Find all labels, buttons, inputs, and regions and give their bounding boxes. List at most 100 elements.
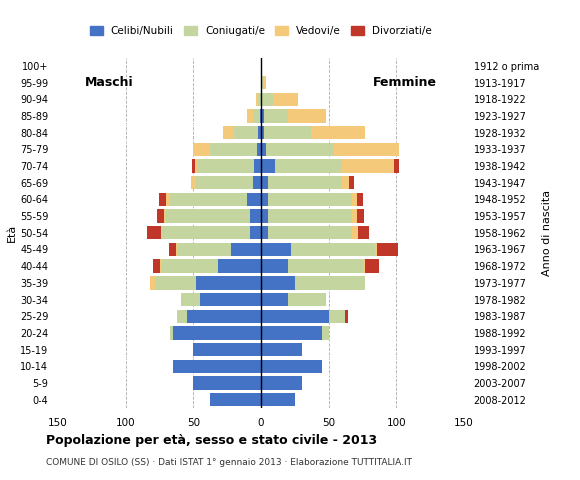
Bar bbox=[200, 293, 261, 306]
Bar bbox=[358, 226, 369, 240]
Bar bbox=[262, 93, 273, 106]
Bar bbox=[264, 109, 288, 123]
Bar bbox=[218, 260, 261, 273]
Bar bbox=[197, 159, 254, 173]
Bar bbox=[261, 76, 264, 89]
Bar bbox=[150, 276, 155, 289]
Bar bbox=[193, 343, 261, 356]
Legend: Celibi/Nubili, Coniugati/e, Vedovi/e, Divorziati/e: Celibi/Nubili, Coniugati/e, Vedovi/e, Di… bbox=[88, 24, 434, 38]
Bar bbox=[193, 143, 209, 156]
Bar bbox=[351, 209, 357, 223]
Text: Maschi: Maschi bbox=[85, 76, 134, 89]
Bar bbox=[256, 93, 258, 106]
Bar bbox=[264, 126, 311, 139]
Bar bbox=[169, 243, 176, 256]
Bar bbox=[295, 276, 365, 289]
Bar bbox=[288, 109, 326, 123]
Bar bbox=[196, 276, 261, 289]
Bar bbox=[248, 109, 253, 123]
Text: Femmine: Femmine bbox=[373, 76, 437, 89]
Bar bbox=[357, 209, 364, 223]
Bar bbox=[291, 243, 375, 256]
Bar bbox=[161, 260, 218, 273]
Bar bbox=[171, 326, 173, 339]
Bar bbox=[250, 226, 261, 240]
Bar bbox=[157, 209, 164, 223]
Bar bbox=[311, 126, 365, 139]
Bar bbox=[274, 159, 342, 173]
Bar bbox=[181, 293, 200, 306]
Bar bbox=[268, 209, 351, 223]
Bar bbox=[273, 93, 298, 106]
Bar bbox=[187, 310, 261, 323]
Bar bbox=[357, 193, 362, 206]
Bar bbox=[254, 159, 261, 173]
Bar bbox=[191, 176, 196, 190]
Bar bbox=[155, 276, 196, 289]
Bar bbox=[378, 243, 398, 256]
Y-axis label: Anno di nascita: Anno di nascita bbox=[542, 190, 552, 276]
Bar bbox=[261, 326, 322, 339]
Bar bbox=[250, 209, 261, 223]
Bar bbox=[329, 310, 345, 323]
Text: Popolazione per età, sesso e stato civile - 2013: Popolazione per età, sesso e stato civil… bbox=[46, 434, 378, 447]
Bar bbox=[164, 209, 166, 223]
Bar bbox=[261, 226, 268, 240]
Bar bbox=[261, 393, 295, 407]
Bar bbox=[209, 143, 257, 156]
Bar bbox=[322, 326, 329, 339]
Bar bbox=[161, 226, 162, 240]
Bar bbox=[288, 293, 326, 306]
Bar bbox=[261, 276, 295, 289]
Bar bbox=[261, 126, 264, 139]
Bar bbox=[261, 310, 329, 323]
Bar bbox=[196, 176, 253, 190]
Bar bbox=[261, 176, 268, 190]
Bar bbox=[342, 176, 349, 190]
Bar bbox=[264, 76, 266, 89]
Bar bbox=[258, 93, 261, 106]
Bar bbox=[351, 193, 357, 206]
Bar bbox=[248, 193, 261, 206]
Bar bbox=[334, 143, 399, 156]
Bar bbox=[173, 360, 261, 373]
Bar bbox=[351, 226, 358, 240]
Bar bbox=[261, 243, 291, 256]
Bar bbox=[231, 243, 261, 256]
Bar bbox=[169, 193, 248, 206]
Bar bbox=[261, 293, 288, 306]
Bar bbox=[345, 310, 347, 323]
Bar bbox=[261, 193, 268, 206]
Bar bbox=[176, 243, 177, 256]
Bar bbox=[173, 326, 261, 339]
Y-axis label: Età: Età bbox=[7, 224, 17, 242]
Bar bbox=[260, 109, 261, 123]
Bar bbox=[162, 226, 250, 240]
Bar bbox=[362, 260, 365, 273]
Bar bbox=[261, 93, 262, 106]
Bar bbox=[253, 176, 261, 190]
Bar bbox=[257, 143, 261, 156]
Bar bbox=[147, 226, 161, 240]
Bar bbox=[365, 260, 379, 273]
Bar bbox=[261, 143, 266, 156]
Bar bbox=[253, 109, 260, 123]
Bar bbox=[288, 260, 362, 273]
Bar bbox=[160, 193, 166, 206]
Bar bbox=[349, 176, 354, 190]
Bar bbox=[261, 376, 302, 390]
Bar bbox=[234, 126, 258, 139]
Bar bbox=[375, 243, 378, 256]
Bar bbox=[177, 310, 187, 323]
Bar bbox=[261, 209, 268, 223]
Bar bbox=[342, 159, 394, 173]
Bar bbox=[258, 126, 261, 139]
Bar bbox=[268, 193, 351, 206]
Bar bbox=[261, 260, 288, 273]
Bar bbox=[261, 360, 322, 373]
Bar bbox=[166, 193, 169, 206]
Bar bbox=[261, 343, 302, 356]
Bar bbox=[268, 226, 351, 240]
Bar bbox=[177, 243, 231, 256]
Bar bbox=[195, 159, 197, 173]
